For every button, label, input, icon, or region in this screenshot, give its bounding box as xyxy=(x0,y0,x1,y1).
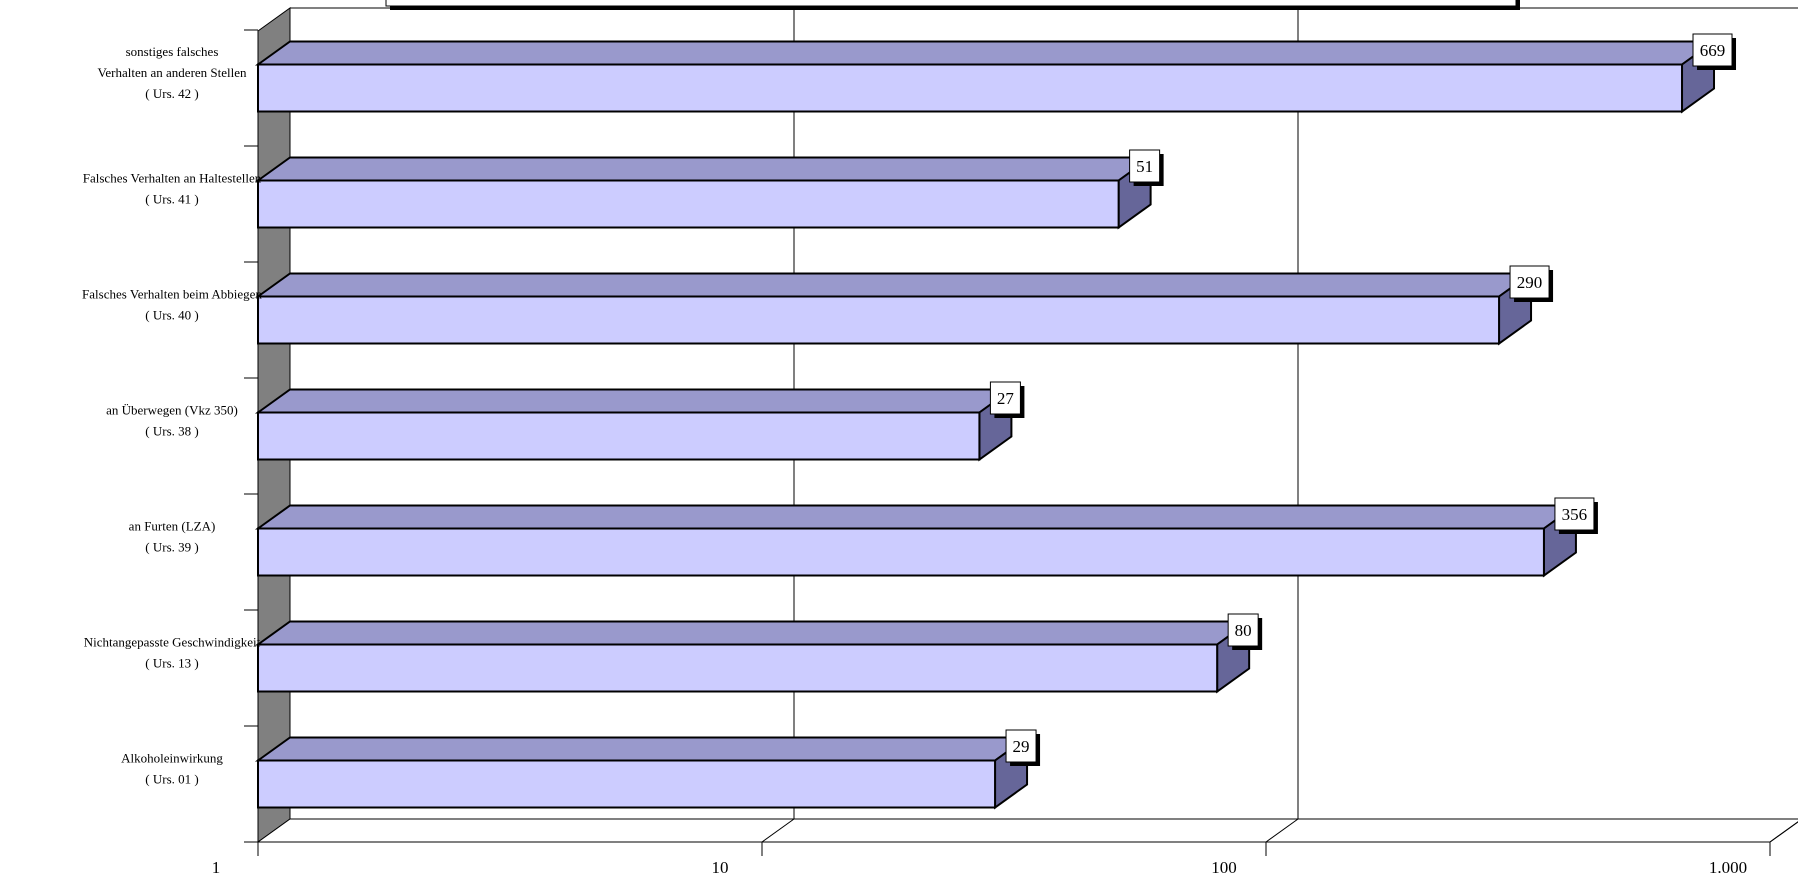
category-label: Alkoholeinwirkung ( Urs. 01 ) xyxy=(121,751,223,787)
category-label-line: ( Urs. 42 ) xyxy=(145,86,198,101)
bar-top xyxy=(254,40,1718,66)
category-label-line: Falsches Verhalten beim Abbiegen xyxy=(82,287,262,302)
x-tick-label: 100 xyxy=(1211,858,1237,877)
data-label: 51 xyxy=(1136,157,1153,176)
category-label-line: an Furten (LZA) xyxy=(129,519,216,534)
bar-top xyxy=(254,388,1015,414)
category-label: sonstiges falsches Verhalten an anderen S… xyxy=(97,44,247,101)
category-label-line: Alkoholeinwirkung xyxy=(121,751,223,766)
chart-bars xyxy=(254,39,1718,810)
bar xyxy=(257,295,1501,345)
category-label-line: Verhalten an anderen Stellen xyxy=(97,65,247,80)
data-label: 27 xyxy=(997,389,1015,408)
category-label-line: Falsches Verhalten an Haltestellen xyxy=(83,171,262,186)
data-label: 29 xyxy=(1013,737,1030,756)
category-label-line: ( Urs. 40 ) xyxy=(145,308,198,323)
bar xyxy=(257,63,1684,113)
data-label-box xyxy=(1129,149,1161,183)
x-tick-label: 10 xyxy=(712,858,729,877)
data-label: 80 xyxy=(1235,621,1252,640)
data-label: 290 xyxy=(1517,273,1543,292)
category-label: an Überwegen (Vkz 350) ( Urs. 38 ) xyxy=(106,403,238,439)
bar xyxy=(257,527,1545,577)
gridline-floor xyxy=(1769,821,1798,843)
category-label-line: Nichtangepasste Geschwindigkeit xyxy=(84,635,261,650)
category-label-line: ( Urs. 39 ) xyxy=(145,540,198,555)
data-label-box xyxy=(989,381,1021,415)
bar-top xyxy=(254,736,1031,762)
bar xyxy=(257,643,1219,693)
top-box xyxy=(385,0,1517,7)
bar-top xyxy=(254,504,1580,530)
category-label-line: ( Urs. 13 ) xyxy=(145,656,198,671)
bar-top xyxy=(254,620,1253,646)
bar-top xyxy=(254,156,1154,182)
category-label: Falsches Verhalten an Haltestellen ( Urs.… xyxy=(83,171,262,207)
category-label-line: ( Urs. 41 ) xyxy=(145,192,198,207)
data-label-box xyxy=(1692,33,1733,67)
bar-top xyxy=(254,272,1535,298)
chart-labels: 1 10 100 1.000 29 Alkoholeinwirkung ( Urs. 01 … xyxy=(82,33,1747,877)
data-label-box xyxy=(1005,729,1037,763)
category-label-line: an Überwegen (Vkz 350) xyxy=(106,403,238,418)
bar xyxy=(257,759,997,809)
category-label: an Furten (LZA) ( Urs. 39 ) xyxy=(129,519,216,555)
data-label: 356 xyxy=(1562,505,1588,524)
category-label: Falsches Verhalten beim Abbiegen ( Urs. 4… xyxy=(82,287,262,323)
gridline-floor xyxy=(761,818,795,843)
category-label-line: ( Urs. 38 ) xyxy=(145,424,198,439)
x-tick-label: 1 xyxy=(212,858,221,877)
data-label-box xyxy=(1227,613,1259,647)
gridline-floor xyxy=(1265,818,1299,843)
data-label-box xyxy=(1509,265,1550,299)
x-tick-label: 1.000 xyxy=(1709,858,1747,877)
data-label-box xyxy=(1554,497,1595,531)
category-label-line: sonstiges falsches xyxy=(126,44,219,59)
category-label: Nichtangepasste Geschwindigkeit ( Urs. 13… xyxy=(84,635,261,671)
category-label-line: ( Urs. 01 ) xyxy=(145,772,198,787)
floor xyxy=(256,818,1798,843)
data-label: 669 xyxy=(1700,41,1726,60)
bar xyxy=(257,411,981,461)
bar xyxy=(257,179,1120,229)
